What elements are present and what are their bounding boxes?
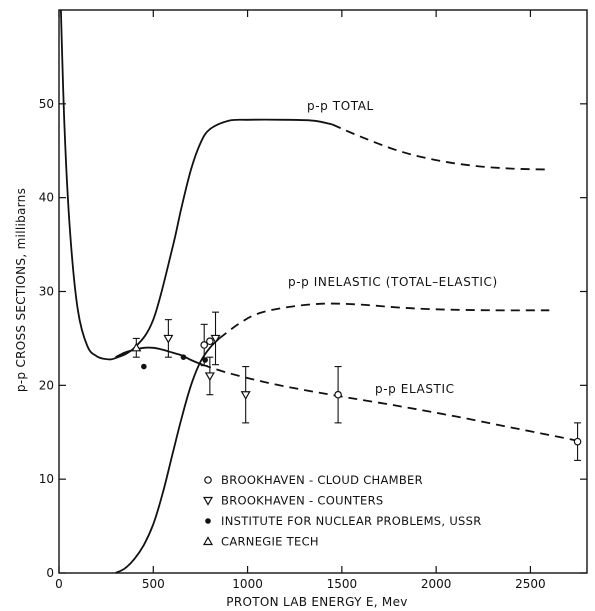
data-point: [131, 342, 142, 352]
curve-dashed-0: [332, 123, 550, 171]
legend-marker: [202, 496, 214, 506]
curve-labels: p-p TOTAL p-p INELASTIC (TOTAL–ELASTIC) …: [288, 99, 498, 396]
curve-dashed-1: [218, 302, 550, 340]
data-point: [240, 391, 251, 400]
data-point: [163, 334, 174, 344]
legend-marker: [205, 518, 211, 524]
y-tick-label: 20: [39, 378, 54, 392]
data-point: [202, 357, 208, 363]
data-point: [573, 437, 582, 446]
legend-label: CARNEGIE TECH: [221, 535, 319, 549]
y-tick-label: 0: [46, 566, 54, 580]
legend-marker: [202, 536, 214, 546]
curve-dashed-2: [202, 363, 580, 443]
axes: 0 500 1000 1500 2000 2500 0 10 20 30 40 50: [39, 9, 588, 591]
curve-label-elastic: p-p ELASTIC: [375, 382, 455, 396]
data-point: [206, 337, 214, 346]
x-tick-label: 2000: [421, 577, 452, 591]
data-point: [141, 363, 147, 370]
curve-solid-1: [115, 337, 220, 574]
y-tick-label: 30: [39, 285, 54, 299]
data-points: [131, 311, 582, 461]
data-point: [210, 334, 221, 344]
curve-solid-2: [115, 346, 203, 366]
curves: [60, 9, 580, 574]
x-tick-label: 1500: [327, 577, 358, 591]
x-tick-label: 500: [142, 577, 165, 591]
x-tick-label: 0: [55, 577, 63, 591]
legend: BROOKHAVEN - CLOUD CHAMBER BROOKHAVEN - C…: [202, 473, 482, 549]
plot-frame: [58, 9, 588, 574]
legend-marker: [204, 476, 212, 484]
legend-label: INSTITUTE FOR NUCLEAR PROBLEMS, USSR: [221, 514, 482, 528]
curve-label-total: p-p TOTAL: [307, 99, 374, 113]
curve-solid-0: [60, 9, 333, 361]
y-tick-label: 50: [39, 97, 54, 111]
y-axis-title: p-p CROSS SECTIONS, millibarns: [14, 188, 28, 392]
data-point: [334, 390, 342, 399]
data-point: [200, 341, 209, 349]
y-tick-label: 10: [39, 472, 54, 486]
data-point: [204, 372, 215, 382]
x-tick-label: 2500: [515, 577, 546, 591]
x-axis-title: PROTON LAB ENERGY E, Mev: [226, 595, 407, 609]
data-point: [180, 354, 187, 360]
curve-label-inelastic: p-p INELASTIC (TOTAL–ELASTIC): [288, 275, 498, 289]
legend-label: BROOKHAVEN - COUNTERS: [221, 494, 383, 508]
x-tick-label: 1000: [232, 577, 263, 591]
legend-label: BROOKHAVEN - CLOUD CHAMBER: [221, 473, 423, 487]
y-tick-label: 40: [39, 191, 54, 205]
